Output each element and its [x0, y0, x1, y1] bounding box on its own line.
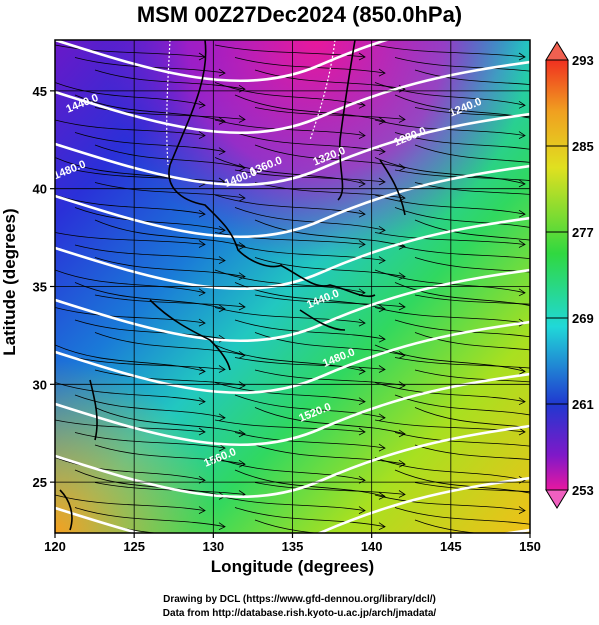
x-axis-label: Longitude (degrees) — [210, 557, 375, 576]
colorbar-tick-label: 253 — [572, 483, 594, 498]
credit-data: Data from http://database.rish.kyoto-u.a… — [162, 608, 437, 619]
x-tick-label: 125 — [123, 539, 145, 554]
wind-streamlines — [55, 44, 530, 533]
colorbar-tick-label: 269 — [572, 311, 594, 326]
colorbar-tick-label: 285 — [572, 139, 594, 154]
colorbar: 293 285 277 269 261 253 — [545, 41, 594, 509]
x-tick-label: 130 — [202, 539, 224, 554]
colorbar-tick-label: 293 — [572, 53, 594, 68]
y-tick-label: 45 — [33, 84, 47, 99]
coastlines — [59, 40, 406, 531]
lat-lon-grid — [55, 40, 530, 533]
credit-drawing: Drawing by DCL (https://www.gfd-dennou.o… — [163, 594, 436, 605]
y-tick-label: 25 — [33, 475, 47, 490]
colorbar-bottom-arrow — [545, 489, 569, 509]
y-tick-label: 30 — [33, 377, 47, 392]
x-tick-label: 135 — [282, 539, 304, 554]
x-tick-label: 150 — [519, 539, 541, 554]
y-tick-label: 35 — [33, 280, 47, 295]
x-tick-label: 140 — [361, 539, 383, 554]
colorbar-top-arrow — [545, 41, 569, 61]
colorbar-tick-label: 261 — [572, 397, 594, 412]
chart-title: MSM 00Z27Dec2024 (850.0hPa) — [136, 2, 463, 27]
x-tick-label: 145 — [440, 539, 462, 554]
x-tick-label: 120 — [44, 539, 66, 554]
y-tick-label: 40 — [33, 182, 47, 197]
y-axis-label: Latitude (degrees) — [0, 208, 19, 356]
colorbar-tick-label: 277 — [572, 225, 594, 240]
